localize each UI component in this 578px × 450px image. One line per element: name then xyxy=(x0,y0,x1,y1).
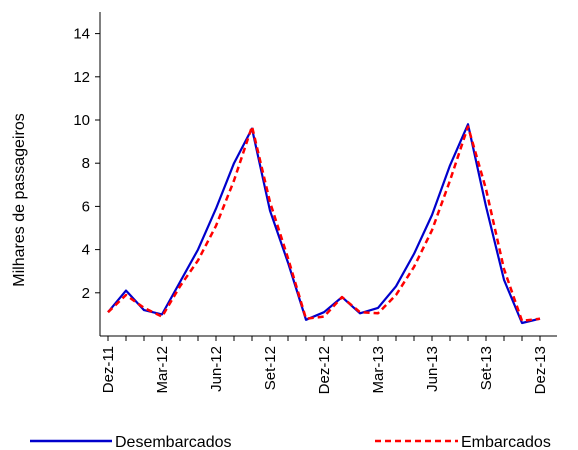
x-tick-label: Dez-12 xyxy=(316,346,333,394)
x-tick-label: Set-12 xyxy=(262,346,279,390)
legend: Desembarcados Embarcados xyxy=(30,434,551,450)
legend-label-desembarcados: Desembarcados xyxy=(115,434,232,450)
y-tick-label: 8 xyxy=(82,155,90,172)
legend-label-embarcados: Embarcados xyxy=(461,434,551,450)
x-tick-label: Jun-13 xyxy=(424,346,441,392)
series-lines xyxy=(107,123,541,325)
y-tick-label: 10 xyxy=(73,112,90,129)
series-line-desembarcados xyxy=(107,123,541,325)
y-tick-label: 14 xyxy=(73,26,90,43)
x-tick-label: Dez-13 xyxy=(532,346,549,394)
x-tick-label: Dez-11 xyxy=(100,346,117,393)
y-tick-label: 12 xyxy=(73,69,90,86)
series-line-embarcados xyxy=(107,125,541,323)
x-tick-label: Jun-12 xyxy=(208,346,225,392)
y-tick-label: 4 xyxy=(82,242,90,259)
x-tick-label: Mar-13 xyxy=(370,346,387,394)
y-tick-label: 2 xyxy=(82,285,90,302)
y-axis-title: Milhares de passageiros xyxy=(11,113,28,286)
x-axis-ticks: Dez-11 Mar-12 Jun-12 Set-12 Dez-12 Mar-13 Jun-… xyxy=(100,336,549,394)
y-axis-ticks: 2 4 6 8 10 12 14 xyxy=(73,26,100,302)
x-tick-label: Set-13 xyxy=(478,346,495,390)
x-tick-label: Mar-12 xyxy=(154,346,171,394)
y-tick-label: 6 xyxy=(82,198,90,215)
